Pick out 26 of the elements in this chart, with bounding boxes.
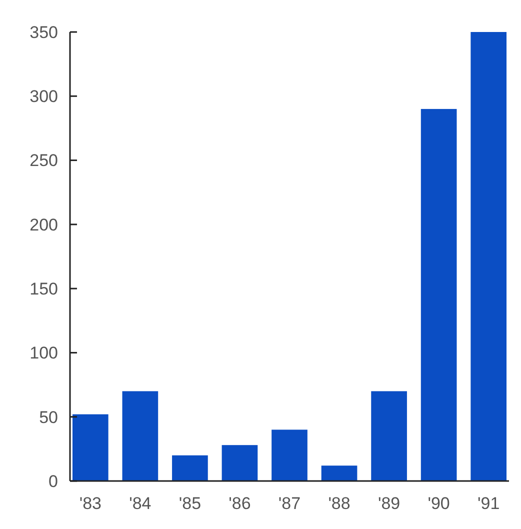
y-tick-label: 300: [30, 87, 58, 106]
x-tick-label: '85: [178, 494, 202, 513]
y-tick-label: 50: [39, 408, 58, 427]
bar: [172, 455, 208, 481]
bar: [371, 391, 407, 481]
y-tick-label: 100: [30, 344, 58, 363]
bar: [420, 108, 457, 481]
x-tick-label: '91: [478, 494, 500, 513]
y-tick-label: 150: [30, 280, 58, 299]
bar: [122, 391, 158, 481]
y-tick-label: 250: [30, 151, 58, 170]
bar: [321, 466, 358, 481]
x-tick-label: '89: [378, 494, 400, 513]
y-tick-label: 0: [48, 472, 58, 491]
bar: [470, 32, 507, 481]
x-tick-label: '86: [228, 494, 251, 513]
x-tick-label: '90: [428, 494, 450, 513]
bar: [222, 445, 258, 481]
y-tick-label: 200: [30, 215, 58, 234]
x-tick-label: '87: [278, 494, 301, 513]
y-tick-label: 350: [30, 22, 58, 42]
bar: [272, 430, 308, 481]
x-tick-label: '83: [79, 494, 102, 513]
x-tick-label: '84: [129, 494, 152, 513]
x-tick-label: '88: [328, 494, 350, 513]
bar: [72, 414, 108, 481]
